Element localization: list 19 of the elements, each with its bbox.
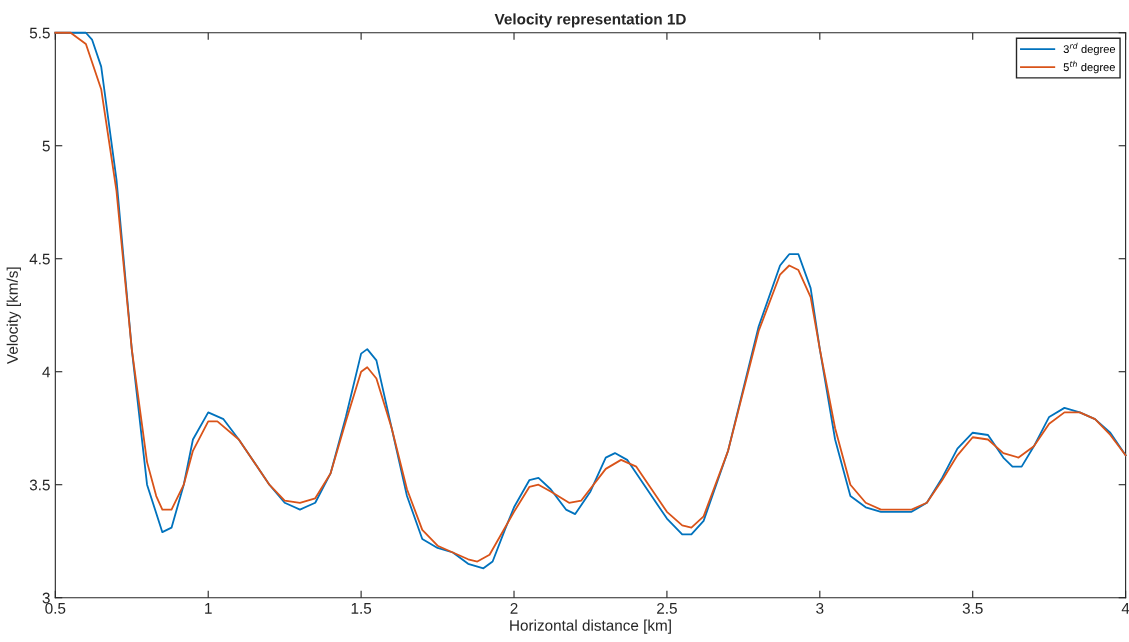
- chart-title: Velocity representation 1D: [494, 13, 686, 28]
- y-tick-label: 5: [42, 140, 50, 152]
- x-tick-label: 2.5: [657, 602, 677, 614]
- x-tick-label: 4: [1121, 603, 1129, 614]
- x-tick-label: 2: [510, 602, 518, 614]
- x-tick-label: 3.5: [962, 602, 983, 614]
- x-tick-label: 0.5: [45, 602, 66, 614]
- y-axis-title: Velocity [km/s]: [6, 267, 21, 364]
- legend-label: 3$^{rd}$ degree: [1063, 42, 1116, 56]
- x-tick-label: 3: [816, 602, 824, 614]
- y-tick-label: 3.5: [29, 479, 50, 491]
- y-tick-label: 4: [42, 366, 51, 378]
- y-tick-label: 4.5: [29, 253, 50, 265]
- x-tick-label: 1: [205, 603, 212, 614]
- x-tick-label: 1.5: [351, 603, 372, 614]
- x-axis-title: Horizontal distance [km]: [510, 619, 671, 634]
- y-tick-label: 3: [42, 592, 50, 604]
- y-tick-label: 5.5: [29, 27, 50, 39]
- legend-label: 5$^{th}$ degree: [1063, 60, 1115, 74]
